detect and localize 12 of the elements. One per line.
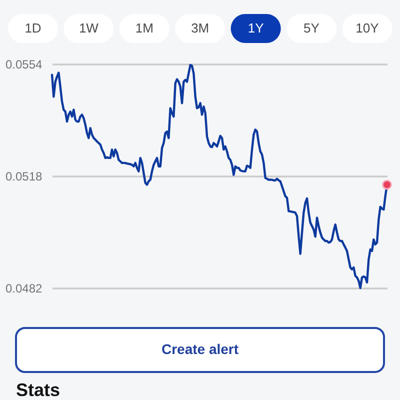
text: Stats — [16, 380, 60, 400]
y-tick-label: 0.0482 — [6, 282, 43, 296]
text: 1W — [78, 20, 100, 36]
text: 1M — [135, 20, 154, 36]
text: 10Y — [356, 20, 380, 36]
text: 5Y — [304, 20, 320, 36]
y-tick-label: 0.0518 — [6, 170, 43, 184]
text: Create alert — [161, 341, 239, 357]
text: 1Y — [248, 20, 264, 36]
text: 3M — [191, 20, 210, 36]
y-tick-label: 0.0554 — [6, 58, 43, 72]
text: 1D — [24, 20, 42, 36]
